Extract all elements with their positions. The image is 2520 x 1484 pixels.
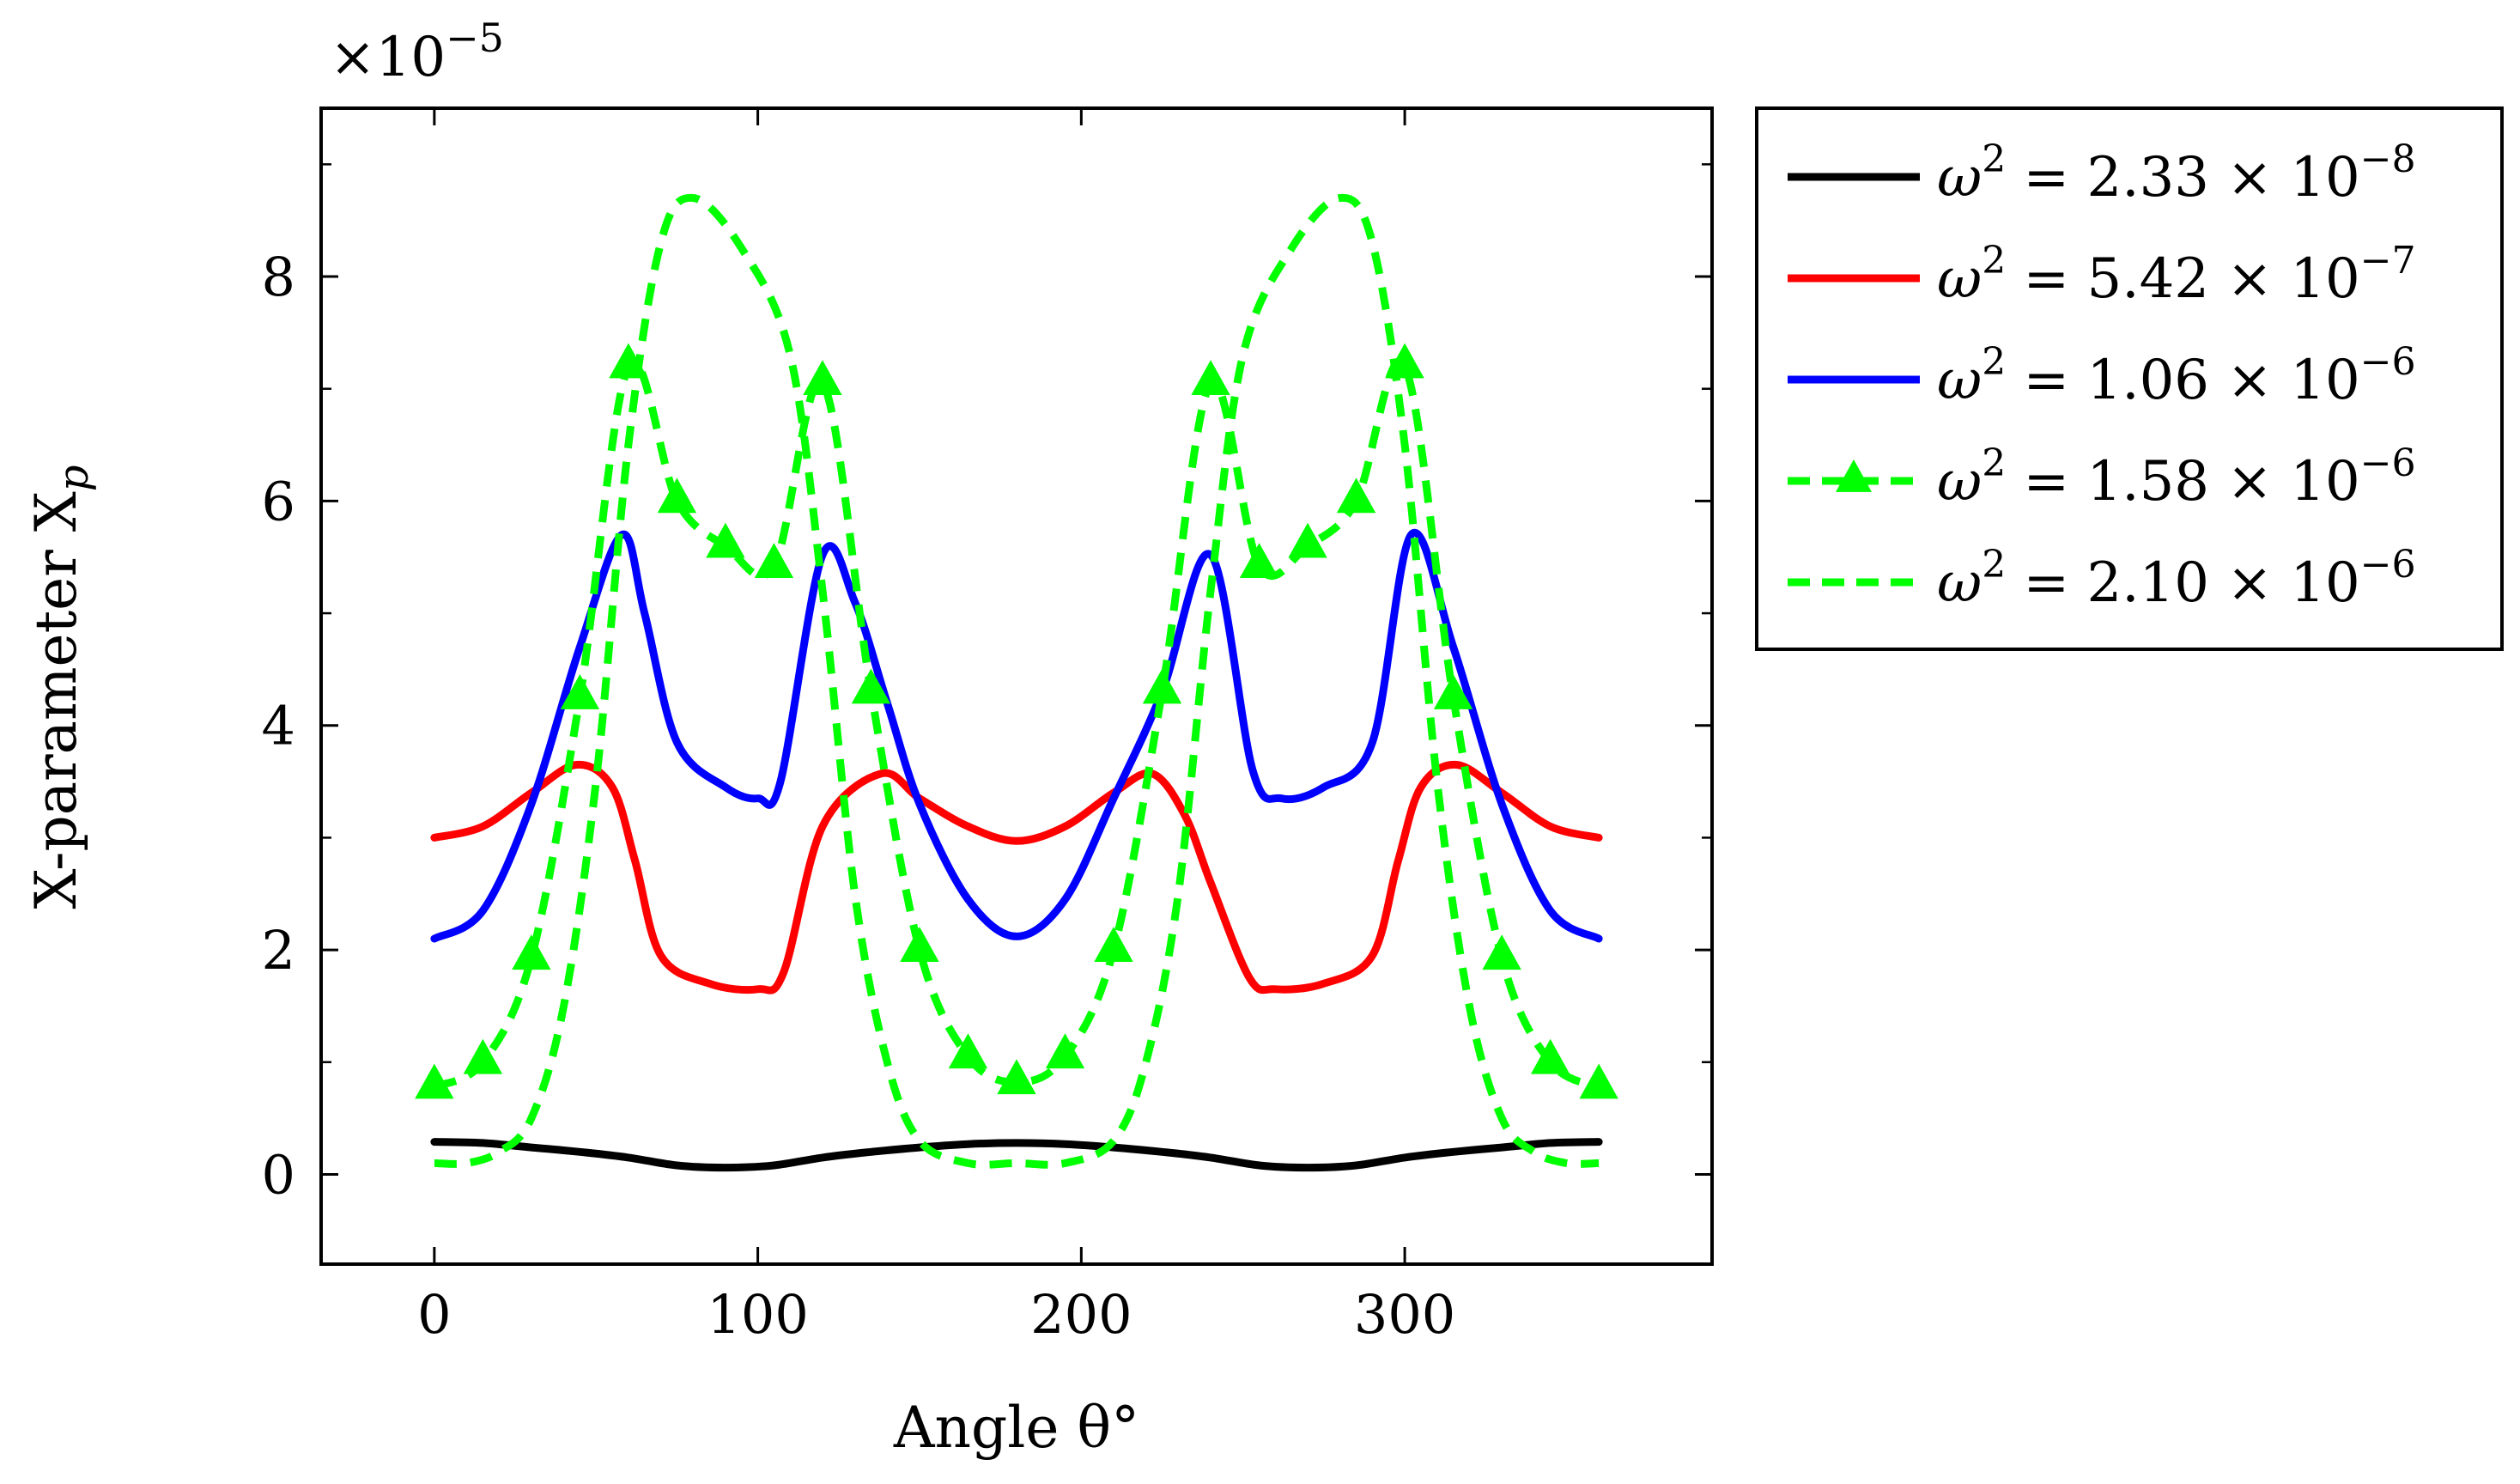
y-axis-title-main: X-parameter X [23, 491, 89, 909]
series-layer [430, 193, 1603, 1172]
series-line-3 [430, 528, 1603, 943]
legend-label-1: ω2 = 2.33 × 10−8 [1937, 137, 2416, 210]
data-point-marker [1191, 360, 1230, 396]
x-axis-title: Angle θ° [893, 1395, 1139, 1461]
data-point-marker [997, 1059, 1036, 1095]
data-point-marker [1579, 1063, 1618, 1099]
y-tick-label: 0 [262, 1143, 295, 1206]
x-tick-label: 0 [417, 1283, 451, 1346]
y-axis-title: X-parameter Xp [23, 465, 98, 909]
series-line-2 [430, 760, 1603, 994]
data-point-marker [851, 668, 891, 704]
plot-frame [319, 106, 1714, 1266]
data-point-marker [706, 522, 745, 558]
data-point-marker [1385, 343, 1424, 379]
tick-labels: 0 100 200 300 0 2 4 6 8 [262, 246, 1456, 1346]
y-tick-label: 2 [262, 919, 295, 982]
legend: ω2 = 2.33 × 10−8 ω2 = 5.42 × 10−7 ω2 = 1.0… [1755, 106, 2504, 651]
data-point-marker [1094, 927, 1133, 962]
x-tick-label: 300 [1354, 1283, 1455, 1346]
data-point-marker [560, 674, 600, 709]
y-axis-title-sub: p [50, 465, 98, 492]
y-tick-label: 4 [262, 695, 295, 757]
x-tick-label: 100 [707, 1283, 808, 1346]
data-point-marker [463, 1038, 503, 1074]
data-point-marker [512, 934, 551, 970]
data-point-marker [803, 360, 842, 396]
data-point-marker [754, 543, 794, 579]
y-tick-label: 8 [262, 246, 295, 308]
legend-marker [1836, 459, 1872, 492]
series-line-1 [430, 1138, 1603, 1172]
data-point-marker [1433, 674, 1473, 709]
y-scale-label: ×10 [330, 26, 446, 89]
axis-ticks [321, 108, 1712, 1264]
y-scale-exponent: −5 [446, 15, 504, 61]
data-point-marker [948, 1033, 988, 1069]
legend-label-4: ω2 = 1.58 × 10−6 [1937, 441, 2416, 514]
legend-label-5: ω2 = 2.10 × 10−6 [1937, 543, 2416, 615]
data-point-marker [1239, 543, 1279, 579]
series-line-4 [432, 357, 1601, 1091]
x-tick-label: 200 [1030, 1283, 1132, 1346]
legend-label-2: ω2 = 5.42 × 10−7 [1937, 239, 2416, 311]
data-point-marker [1482, 934, 1521, 970]
series-line-5 [434, 193, 1600, 1169]
data-point-marker [900, 927, 939, 962]
data-point-marker [1530, 1038, 1570, 1074]
marker-layer [415, 343, 1618, 1099]
data-point-marker [1142, 668, 1182, 704]
data-point-marker [1288, 522, 1327, 558]
y-tick-label: 6 [262, 470, 295, 532]
y-scale-factor: ×10−5 [330, 15, 504, 89]
data-point-marker [415, 1063, 454, 1099]
data-point-marker [1045, 1033, 1085, 1069]
data-point-marker [1336, 477, 1376, 514]
legend-label-3: ω2 = 1.06 × 10−6 [1937, 340, 2416, 412]
data-point-marker [609, 343, 648, 379]
data-point-marker [657, 477, 697, 514]
